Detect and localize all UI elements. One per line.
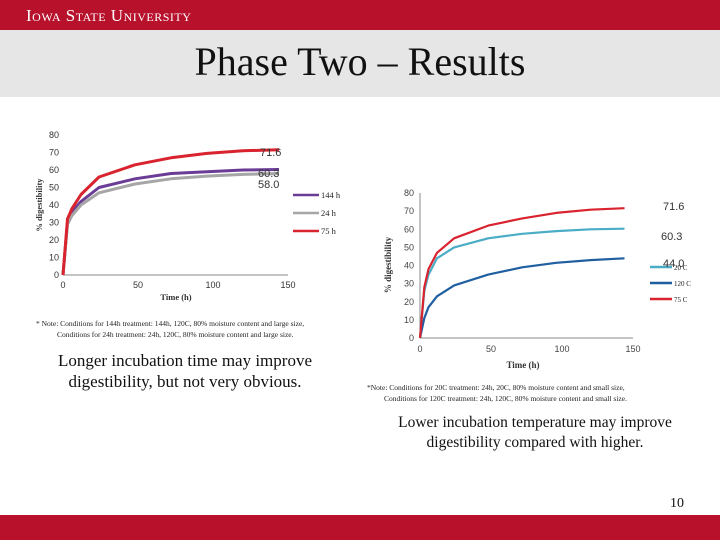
x-tick-label: 150 (280, 280, 295, 290)
data-label: 71.6 (260, 147, 281, 159)
data-label: 44.0 (663, 258, 684, 270)
university-brand: Iowa State University (26, 6, 192, 25)
x-tick-label: 50 (133, 280, 143, 290)
caption-temperature: Lower incubation temperature may improve… (398, 414, 672, 451)
y-tick-label: 60 (404, 224, 414, 234)
data-label: 60.3 (258, 168, 279, 180)
series-line-20-c (418, 227, 625, 339)
data-label: 58.0 (258, 179, 279, 191)
y-tick-label: 20 (49, 235, 59, 245)
x-axis-title: Time (h) (160, 292, 191, 302)
y-tick-label: 30 (404, 279, 414, 289)
note-left-line2: Conditions for 24h treatment: 24h, 120C,… (57, 330, 294, 339)
y-tick-label: 30 (49, 218, 59, 228)
page-number: 10 (670, 496, 684, 511)
y-axis-title: % digestibility (34, 178, 44, 232)
legend-label: 120 C (674, 280, 691, 288)
y-tick-label: 80 (404, 188, 414, 198)
y-tick-label: 50 (404, 242, 414, 252)
y-tick-label: 70 (404, 206, 414, 216)
legend-label: 75 C (674, 296, 688, 304)
caption-time: Longer incubation time may improve diges… (58, 351, 312, 391)
y-tick-label: 0 (54, 270, 59, 280)
y-tick-label: 20 (404, 297, 414, 307)
series-line-75-c (418, 207, 625, 339)
legend-label: 24 h (321, 208, 337, 218)
x-tick-label: 100 (554, 344, 569, 354)
series-line-120-c (418, 257, 625, 339)
x-axis-title: Time (h) (506, 360, 539, 370)
y-tick-label: 60 (49, 165, 59, 175)
y-axis-title: % digestibility (383, 236, 393, 293)
note-right-line1: *Note: Conditions for 20C treatment: 24h… (367, 383, 625, 392)
note-left-line1: * Note: Conditions for 144h treatment: 1… (36, 319, 305, 328)
data-label: 60.3 (661, 231, 682, 243)
x-tick-label: 50 (486, 344, 496, 354)
x-tick-label: 100 (205, 280, 220, 290)
title-band (0, 30, 720, 97)
data-label: 71.6 (663, 201, 684, 213)
x-tick-label: 0 (417, 344, 422, 354)
top-banner (0, 0, 720, 30)
legend-label: 75 h (321, 226, 337, 236)
y-tick-label: 80 (49, 130, 59, 140)
legend-label: 144 h (321, 190, 341, 200)
y-tick-label: 10 (49, 253, 59, 263)
x-tick-label: 0 (60, 280, 65, 290)
x-tick-label: 150 (625, 344, 640, 354)
y-tick-label: 50 (49, 183, 59, 193)
y-tick-label: 40 (49, 200, 59, 210)
note-right-line2: Conditions for 120C treatment: 24h, 120C… (384, 394, 627, 403)
y-tick-label: 0 (409, 333, 414, 343)
legend-label: 20 C (674, 264, 688, 272)
series-line-24-h (61, 172, 280, 276)
bottom-banner (0, 515, 720, 540)
series-line-75-h (61, 148, 280, 276)
slide-title: Phase Two – Results (194, 39, 526, 84)
y-tick-label: 10 (404, 315, 414, 325)
y-tick-label: 40 (404, 261, 414, 271)
y-tick-label: 70 (49, 148, 59, 158)
